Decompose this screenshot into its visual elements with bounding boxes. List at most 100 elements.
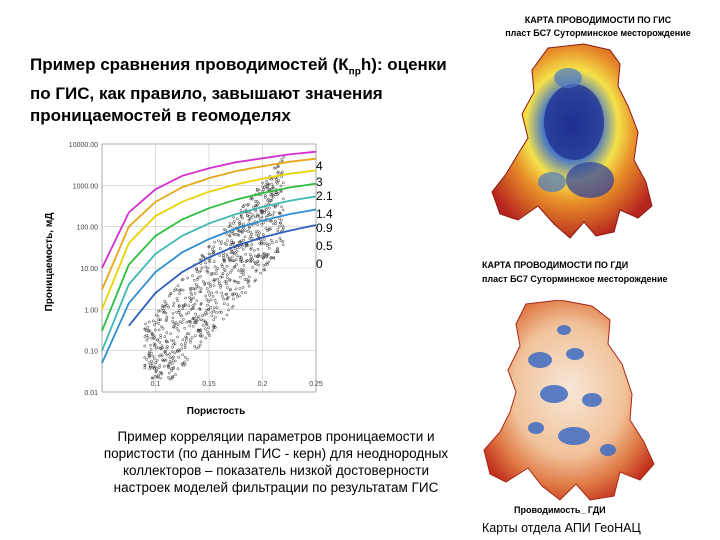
scatter-point <box>265 185 269 189</box>
scatter-point <box>173 342 177 346</box>
chart-tick-labels: 10000.001000.00100.0010.001.000.100.010.… <box>69 142 323 397</box>
scatter-point <box>229 288 232 291</box>
scatter-point <box>226 303 230 307</box>
scatter-point <box>189 340 192 344</box>
scatter-point <box>239 214 243 218</box>
scatter-point <box>231 259 235 263</box>
scatter-point <box>220 294 224 298</box>
scatter-point <box>180 347 184 350</box>
scatter-point <box>194 320 198 324</box>
scatter-point <box>150 351 153 355</box>
scatter-point <box>183 360 186 364</box>
scatter-point <box>206 270 210 274</box>
scatter-point <box>188 324 192 328</box>
scatter-point <box>223 242 227 245</box>
scatter-point <box>148 365 152 369</box>
scatter-point <box>181 338 185 342</box>
scatter-point <box>195 267 198 271</box>
scatter-point <box>235 249 239 253</box>
scatter-point <box>267 183 271 186</box>
scatter-point <box>228 233 231 237</box>
scatter-point <box>250 243 254 246</box>
scatter-point <box>154 321 158 324</box>
scatter-point <box>171 374 175 378</box>
scatter-point <box>169 292 173 296</box>
scatter-point <box>180 314 183 318</box>
scatter-point <box>188 296 191 299</box>
scatter-point <box>245 243 249 246</box>
scatter-point <box>162 364 166 368</box>
scatter-point <box>244 229 247 233</box>
scatter-point <box>233 247 237 251</box>
scatter-point <box>167 305 171 309</box>
scatter-point <box>156 309 160 313</box>
scatter-point <box>197 285 200 289</box>
scatter-point <box>232 233 236 236</box>
scatter-point <box>168 352 172 356</box>
scatter-point <box>210 248 214 251</box>
scatter-point <box>232 297 235 301</box>
scatter-point <box>253 249 256 252</box>
scatter-point <box>221 265 224 268</box>
scatter-point <box>198 258 202 262</box>
scatter-point <box>249 246 253 250</box>
map-gis-core-3 <box>538 172 566 192</box>
scatter-point <box>240 291 244 294</box>
scatter-point <box>170 338 173 342</box>
scatter-point <box>256 260 259 264</box>
scatter-point <box>266 262 270 266</box>
scatter-point <box>204 261 207 265</box>
scatter-point <box>210 311 214 314</box>
scatter-point <box>152 357 156 360</box>
scatter-point <box>154 313 158 317</box>
scatter-point <box>158 340 162 344</box>
chart-x-axis-label: Пористость <box>187 406 245 417</box>
scatter-point <box>246 230 250 233</box>
scatter-point <box>207 300 211 303</box>
scatter-point <box>157 328 161 332</box>
scatter-point <box>215 311 218 314</box>
scatter-point <box>254 209 258 213</box>
scatter-point <box>185 332 189 336</box>
scatter-point <box>165 340 168 344</box>
trend-curve-5 <box>101 208 317 364</box>
scatter-point <box>220 275 224 279</box>
scatter-point <box>163 299 167 303</box>
scatter-point <box>199 275 202 278</box>
scatter-point <box>160 304 164 308</box>
scatter-point <box>184 335 188 339</box>
scatter-point <box>227 225 231 228</box>
curve-label-2: 2.1 <box>316 189 333 203</box>
scatter-point <box>189 297 193 301</box>
scatter-point <box>207 332 210 336</box>
scatter-point <box>189 300 193 304</box>
scatter-point <box>198 307 202 311</box>
scatter-point <box>202 324 205 327</box>
scatter-point <box>147 361 151 364</box>
scatter-point <box>177 304 181 307</box>
scatter-point <box>225 282 228 286</box>
map-gis-title-line2: пласт БС7 Суторминское месторождение <box>505 28 691 38</box>
scatter-point <box>170 367 173 371</box>
scatter-point <box>253 254 257 258</box>
map-gdi-blob-1 <box>528 352 552 368</box>
scatter-point <box>198 290 202 294</box>
scatter-point <box>152 323 156 327</box>
scatter-point <box>171 350 174 353</box>
map-gdi-blob-8 <box>557 325 571 335</box>
scatter-point <box>239 255 243 259</box>
scatter-point <box>173 351 177 355</box>
scatter-point <box>204 265 208 269</box>
scatter-point <box>262 263 266 267</box>
scatter-point <box>218 247 222 250</box>
scatter-point <box>171 367 175 370</box>
scatter-point <box>151 354 155 358</box>
scatter-point <box>187 311 191 314</box>
scatter-point <box>272 166 276 170</box>
scatter-point <box>147 320 151 324</box>
scatter-point <box>155 359 159 362</box>
scatter-point <box>143 363 147 367</box>
curve-label-4: 0.9 <box>316 221 333 235</box>
scatter-point <box>199 287 203 291</box>
scatter-point <box>177 355 181 359</box>
